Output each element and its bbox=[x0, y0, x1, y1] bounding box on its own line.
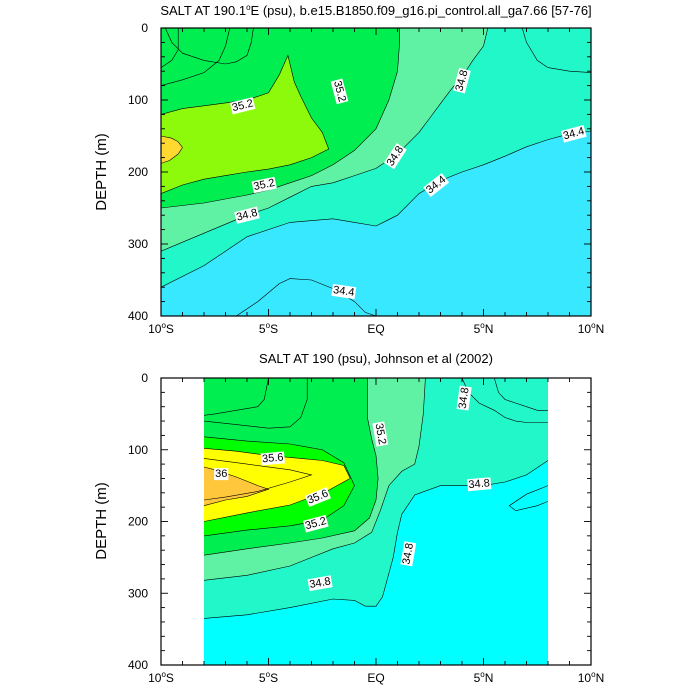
panel-0-contour-label-bg-6 bbox=[423, 173, 450, 197]
panel-0-contour-label-7: 34.4 bbox=[560, 124, 587, 143]
panel-0-contour-line-4 bbox=[236, 278, 377, 316]
panel-0-contour-line-9 bbox=[521, 28, 591, 73]
panel-1-ytick-label: 200 bbox=[128, 515, 148, 529]
panel-1-contour-label-text-6: 34.8 bbox=[468, 477, 490, 491]
panel-1-contour-label-bg-8 bbox=[307, 575, 333, 592]
panel-obs: SALT AT 190 (psu), Johnson et al (2002) … bbox=[93, 351, 493, 560]
panel-1-contour-label-8: 34.8 bbox=[307, 575, 333, 592]
panel-0-contour-label-text-1: 35.2 bbox=[331, 80, 348, 104]
panel-0-contour-label-text-4: 34.8 bbox=[453, 69, 470, 93]
panel-1-contour-label-text-4: 35.2 bbox=[373, 422, 389, 445]
panel-1-xtick-label: 5oS bbox=[259, 670, 278, 685]
panel-1-xtick-label: 5oN bbox=[474, 670, 494, 685]
panel-1-contour-label-6: 34.8 bbox=[467, 477, 492, 492]
panel-obs-title: SALT AT 190 (psu), Johnson et al (2002) bbox=[259, 351, 493, 366]
panel-1-ytick-label: 400 bbox=[128, 658, 148, 672]
panel-0-contour-label-bg-7 bbox=[560, 124, 587, 143]
panel-0-contour-line-7 bbox=[161, 28, 179, 68]
panel-0-xtick-label: EQ bbox=[367, 322, 384, 336]
panel-1-contour-label-bg-0 bbox=[214, 468, 229, 481]
panel-0-contour-label-bg-3 bbox=[383, 143, 407, 170]
panel-0-ytick-label: 400 bbox=[128, 309, 148, 323]
panel-0-contour-line-5 bbox=[161, 135, 183, 164]
panel-0-contour-label-text-2: 35.2 bbox=[252, 177, 275, 193]
panel-0-xtick-label: 10oN bbox=[578, 321, 604, 336]
panel-0-band-3 bbox=[161, 55, 329, 194]
panel-1-xtick-label: 10oS bbox=[148, 670, 174, 685]
panel-0-contour-label-text-5: 34.8 bbox=[235, 207, 259, 224]
panel-1-contour-label-text-1: 35.6 bbox=[262, 451, 284, 465]
panel-1-contour-label-0: 36 bbox=[214, 468, 229, 481]
panel-0-contour-label-1: 35.2 bbox=[330, 78, 349, 105]
panel-0-xtick-label: 10oS bbox=[148, 321, 174, 336]
panel-0-contour-line-1 bbox=[161, 28, 400, 209]
panel-1-contour-label-bg-3 bbox=[302, 514, 329, 533]
panel-1-contour-label-bg-5 bbox=[456, 385, 472, 411]
panel-1-contour-label-text-3: 35.2 bbox=[304, 515, 328, 532]
panel-0-xtick-label: 5oS bbox=[259, 321, 278, 336]
panel-1-contour-line-3 bbox=[203, 458, 313, 501]
panel-0-contour-label-text-0: 35.2 bbox=[231, 97, 255, 114]
panel-1-contour-label-bg-1 bbox=[260, 451, 285, 466]
panel-1-contour-label-bg-4 bbox=[372, 421, 389, 447]
panel-1-contour-label-7: 34.8 bbox=[400, 541, 417, 567]
panel-1-contour-line-10 bbox=[494, 378, 548, 411]
panel-1-contour-line-11 bbox=[508, 485, 549, 512]
panel-1-contour-label-3: 35.2 bbox=[302, 514, 329, 533]
panel-0-xtick-label: 5oN bbox=[474, 321, 494, 336]
panel-0-contour-label-0: 35.2 bbox=[229, 97, 256, 115]
panel-1-contour-label-text-5: 34.8 bbox=[457, 387, 472, 410]
panel-1-contour-line-1 bbox=[203, 448, 351, 522]
panel-0-contour-label-4: 34.8 bbox=[453, 67, 471, 94]
panel-0-contour-line-6 bbox=[165, 28, 254, 65]
panel-1-ytick-label: 300 bbox=[128, 586, 148, 600]
panel-1-contour-label-text-7: 34.8 bbox=[401, 542, 417, 565]
panel-0-contour-label-text-8: 34.4 bbox=[332, 284, 355, 299]
panel-0-contour-label-bg-5 bbox=[234, 206, 260, 224]
panel-0-contour-label-bg-8 bbox=[331, 283, 357, 300]
panel-0-contour-label-2: 35.2 bbox=[251, 176, 277, 194]
panel-0-contour-label-8: 34.4 bbox=[331, 283, 357, 300]
panel-1-xtick-label: EQ bbox=[367, 671, 384, 685]
panel-1-contour-label-bg-6 bbox=[467, 477, 492, 492]
panel-0-ytick-label: 0 bbox=[141, 21, 148, 35]
panel-1-contour-label-1: 35.6 bbox=[260, 451, 285, 466]
panel-1-contour-line-7 bbox=[203, 378, 308, 429]
panel-1-contour-label-4: 35.2 bbox=[372, 421, 389, 447]
panel-1-xtick-label: 10oN bbox=[578, 670, 604, 685]
panel-1-band-4 bbox=[204, 448, 351, 522]
panel-model: SALT AT 190.1oE (psu), b.e15.B1850.f09_g… bbox=[93, 3, 592, 211]
panel-0-contour-label-bg-1 bbox=[330, 78, 349, 105]
panel-0-contour-label-bg-2 bbox=[251, 176, 277, 194]
panel-1-contour-line-4 bbox=[203, 378, 379, 556]
panel-1-contour-label-text-0: 36 bbox=[215, 468, 227, 480]
panel-1-contour-label-bg-7 bbox=[400, 541, 417, 567]
panel-0-contour-label-bg-0 bbox=[229, 97, 256, 115]
panel-1-contour-label-text-8: 34.8 bbox=[309, 575, 332, 591]
panel-1-contour-label-5: 34.8 bbox=[456, 385, 472, 411]
panel-1-contour-line-8 bbox=[203, 378, 269, 416]
panel-0-contour-line-8 bbox=[161, 28, 231, 86]
panel-model-title: SALT AT 190.1oE (psu), b.e15.B1850.f09_g… bbox=[160, 3, 591, 18]
panel-0-contour-line-3 bbox=[161, 130, 591, 288]
panel-0-contour-line-0 bbox=[161, 54, 330, 194]
panel-1-ytick-label: 0 bbox=[141, 371, 148, 385]
panel-model-ylabel: DEPTH (m) bbox=[93, 133, 110, 211]
panel-obs-ylabel: DEPTH (m) bbox=[93, 482, 110, 560]
panel-0-ytick-label: 200 bbox=[128, 165, 148, 179]
panel-0-band-4 bbox=[161, 136, 183, 164]
panel-1-contour-label-bg-2 bbox=[304, 487, 332, 508]
panel-1-contour-line-5 bbox=[203, 378, 426, 581]
panel-0-contour-label-5: 34.8 bbox=[234, 206, 260, 224]
panel-1-ytick-label: 100 bbox=[128, 443, 148, 457]
panel-0-ytick-label: 300 bbox=[128, 237, 148, 251]
panel-0-plot-area: 35.235.235.234.834.834.834.434.434.4 bbox=[161, 28, 591, 316]
panel-0-ytick-label: 100 bbox=[128, 93, 148, 107]
panel-1-contour-line-0 bbox=[203, 436, 355, 537]
panel-0-contour-label-bg-4 bbox=[453, 67, 471, 94]
panel-0-contour-label-text-7: 34.4 bbox=[562, 125, 586, 142]
